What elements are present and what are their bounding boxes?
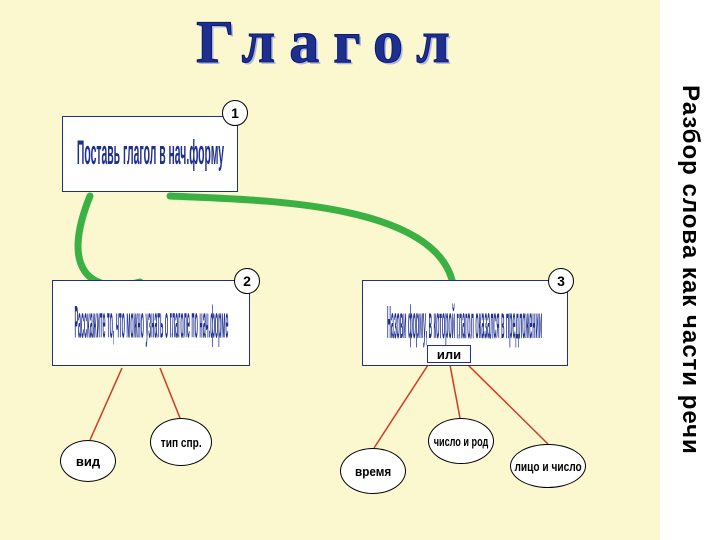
sidebar: Разбор слова как части речи: [660, 0, 720, 540]
or-label: или: [437, 347, 461, 362]
step-box-text-2: Расскажите то, что можно узнать о глагол…: [74, 297, 228, 350]
red-connector: [160, 368, 180, 418]
step-box-1: Поставь глагол в нач.форму: [62, 116, 238, 192]
sidebar-title: Разбор слова как части речи: [676, 85, 704, 455]
attribute-label-vid: вид: [76, 454, 100, 469]
attribute-ellipse-vid: вид: [60, 440, 116, 482]
step-number-1: 1: [231, 105, 239, 121]
attribute-label-chislo: число и род: [434, 434, 489, 449]
green-connector: [78, 196, 140, 285]
step-number-badge-2: 2: [234, 268, 260, 294]
red-connector: [90, 368, 122, 440]
step-number-badge-1: 1: [222, 100, 248, 126]
step-number-badge-3: 3: [548, 268, 574, 294]
attribute-ellipse-chislo: число и род: [428, 418, 494, 464]
red-connector: [374, 365, 428, 448]
red-connector: [450, 365, 460, 418]
step-number-3: 3: [557, 273, 565, 289]
page-title: Глагол: [0, 8, 660, 77]
attribute-ellipse-vremya: время: [340, 448, 406, 494]
step-box-2: Расскажите то, что можно узнать о глагол…: [52, 280, 250, 366]
attribute-label-tip: тип спр.: [161, 435, 202, 450]
or-label-box: или: [427, 345, 471, 363]
attribute-ellipse-tip: тип спр.: [150, 418, 212, 466]
step-number-2: 2: [243, 273, 251, 289]
attribute-label-vremya: время: [355, 464, 391, 479]
attribute-ellipse-lico: лицо и число: [510, 444, 586, 488]
step-box-text-1: Поставь глагол в нач.форму: [76, 134, 223, 173]
step-box-text-3: Назови форму, в которой глагол оказался …: [387, 296, 542, 351]
diagram-canvas: Глагол Поставь глагол в нач.форму 1 Расска…: [0, 0, 660, 540]
attribute-label-lico: лицо и число: [514, 459, 581, 474]
green-connector: [170, 196, 452, 280]
